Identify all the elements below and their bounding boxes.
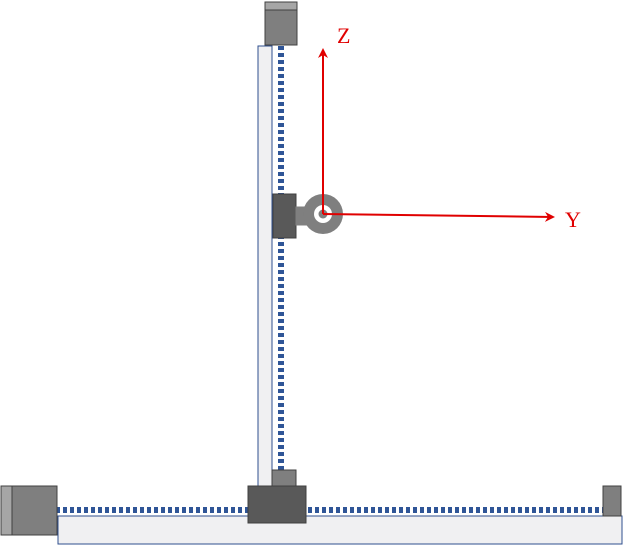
z-axis-bottom-bearing [271, 469, 297, 488]
y-axis-label: Y [565, 207, 581, 232]
z-axis-label: Z [337, 23, 350, 48]
y-axis-base-rail [57, 515, 623, 545]
z-axis-carriage [272, 193, 297, 239]
z-axis-rail [257, 45, 273, 487]
y-axis-carriage [247, 485, 307, 524]
y-axis-left-motor-icon [0, 485, 58, 536]
y-axis-right-end-block-icon [602, 485, 622, 517]
z-axis-top-motor-icon [264, 1, 298, 46]
y-axis-arrow [322, 211, 555, 222]
